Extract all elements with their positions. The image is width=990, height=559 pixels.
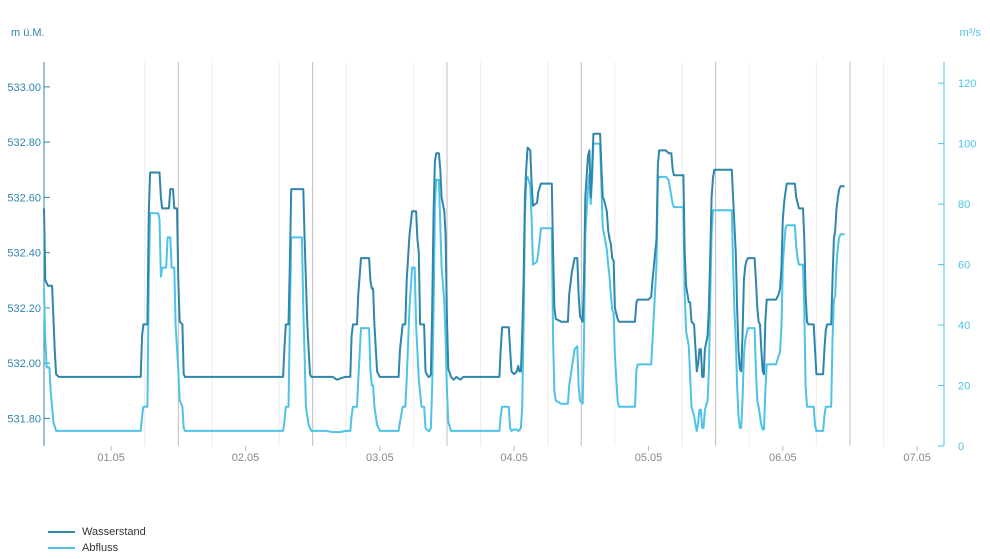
left-tick-label-2: 532.20: [7, 303, 41, 315]
left-tick-label-0: 531.80: [7, 413, 41, 425]
right-tick-label-5: 100: [958, 139, 976, 151]
x-tick-label-1: 02.05: [232, 452, 260, 464]
x-tick-label-2: 03.05: [366, 452, 394, 464]
right-tick-label-1: 20: [958, 381, 970, 393]
left-tick-label-6: 533.00: [7, 82, 41, 94]
right-tick-label-0: 0: [958, 441, 964, 453]
legend-swatch-wasserstand: [48, 531, 75, 533]
series: [43, 132, 845, 434]
left-tick-label-3: 532.40: [7, 248, 41, 260]
right-tick-label-3: 60: [958, 260, 970, 272]
x-tick-label-3: 04.05: [500, 452, 528, 464]
series-line-abfluss: [43, 142, 845, 434]
x-tick-label-5: 06.05: [769, 452, 797, 464]
x-tick-label-6: 07.05: [903, 452, 931, 464]
legend-item-abfluss[interactable]: Abfluss: [48, 540, 146, 556]
left-tick-label-5: 532.80: [7, 137, 41, 149]
legend-label-abfluss: Abfluss: [82, 542, 119, 554]
left-axis-unit: m ü.M.: [11, 27, 45, 39]
left-tick-label-4: 532.60: [7, 192, 41, 204]
x-tick-label-4: 05.05: [635, 452, 663, 464]
right-axis-unit: m³/s: [960, 27, 982, 39]
right-tick-label-6: 120: [958, 78, 976, 90]
legend-item-wasserstand[interactable]: Wasserstand: [48, 524, 146, 540]
ticks: 01.05 02.05 03.05 04.05 05.05 06.05 07.05 531.8…: [7, 78, 976, 464]
grid: [144, 62, 885, 446]
legend-swatch-abfluss: [48, 547, 75, 549]
right-tick-label-4: 80: [958, 199, 970, 211]
left-tick-label-1: 532.00: [7, 358, 41, 370]
axes: m ü.M. m³/s: [11, 27, 981, 446]
right-tick-label-2: 40: [958, 320, 970, 332]
x-tick-label-0: 01.05: [97, 452, 125, 464]
legend-label-wasserstand: Wasserstand: [82, 526, 146, 538]
series-line-wasserstand: [43, 132, 845, 381]
legend: Wasserstand Abfluss: [48, 524, 146, 556]
